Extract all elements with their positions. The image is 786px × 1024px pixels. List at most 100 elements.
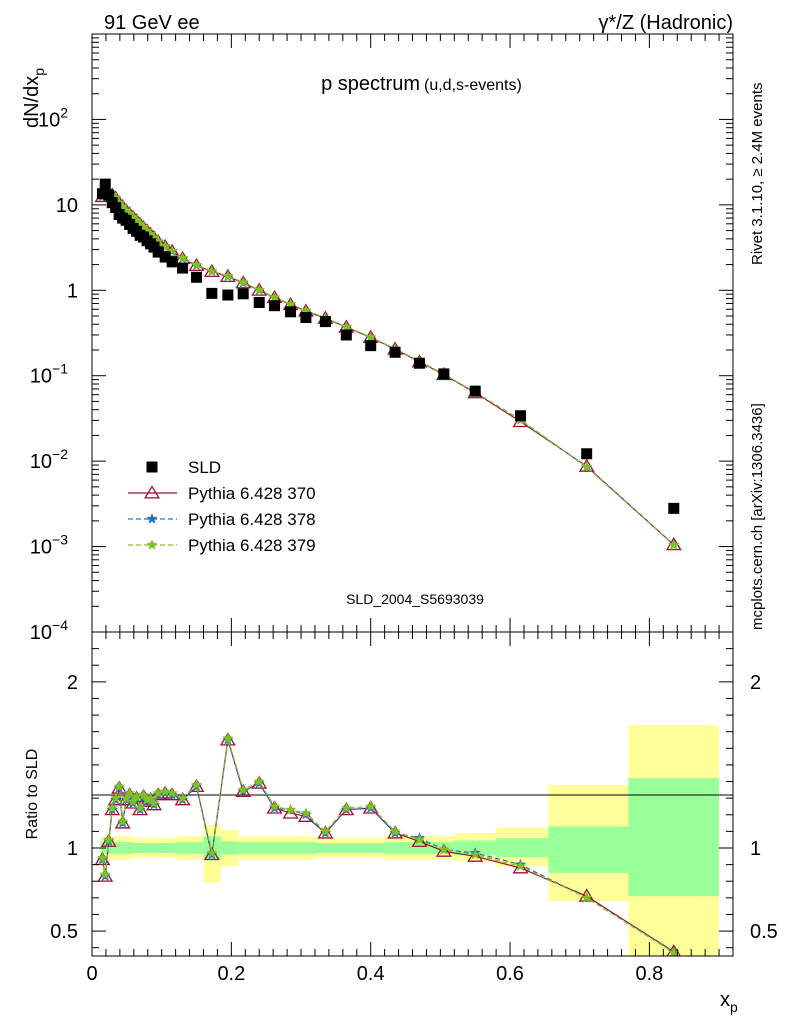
ratio-axes: 2 2 1 1 0.5 0.5 — [50, 632, 778, 956]
mcplots-label: mcplots.cern.ch [arXiv:1306.3436] — [749, 403, 766, 630]
data-point — [413, 357, 425, 369]
legend-marker — [146, 539, 158, 550]
y-tick-label: 10−3 — [30, 532, 68, 559]
ratio-point — [297, 808, 314, 822]
data-point — [340, 329, 352, 341]
ratio-point — [103, 833, 115, 845]
ratio-series-layer — [94, 732, 681, 956]
ratio-point — [99, 868, 111, 880]
data-point — [177, 262, 189, 274]
ratio-band-inner — [238, 842, 315, 854]
ratio-point — [166, 787, 178, 798]
ratio-point — [253, 775, 265, 787]
series-line — [101, 189, 675, 546]
ratio-uncertainty-bands — [100, 725, 720, 956]
legend-marker — [146, 513, 158, 524]
legend-label: Pythia 6.428 378 — [188, 510, 316, 529]
data-point — [285, 306, 297, 318]
data-point — [206, 265, 218, 276]
legend-label: SLD — [188, 458, 221, 477]
data-point — [581, 448, 593, 460]
ratio-point — [131, 790, 143, 802]
ratio-point — [389, 825, 401, 837]
ratio-point — [319, 825, 331, 837]
ratio-point — [285, 804, 297, 815]
data-point — [269, 300, 281, 312]
data-point — [389, 346, 401, 358]
data-point — [469, 385, 481, 397]
chart-title: p spectrum — [321, 73, 420, 95]
ratio-tick-label-left: 2 — [67, 672, 78, 694]
ratio-point — [269, 800, 281, 812]
ratio-point — [110, 792, 122, 803]
svg-text:dN/dxp: dN/dxp — [21, 68, 47, 128]
ratio-point — [438, 843, 450, 855]
x-axis-label-sub: p — [730, 999, 738, 1015]
ratio-tick-label-right: 2 — [750, 672, 761, 694]
ratio-point — [578, 888, 595, 902]
data-point — [269, 291, 281, 302]
legend-label: Pythia 6.428 370 — [188, 484, 316, 503]
x-tick-label: 0.6 — [496, 963, 524, 985]
data-point — [237, 276, 249, 287]
ratio-point — [113, 780, 125, 792]
data-point — [237, 288, 249, 300]
data-point — [191, 259, 203, 270]
y-tick-label: 10 — [56, 195, 78, 217]
data-point — [159, 240, 171, 251]
ratio-band-inner — [100, 842, 134, 854]
ratio-band-inner — [175, 842, 204, 854]
data-point — [668, 502, 680, 514]
ratio-band-inner — [133, 843, 176, 853]
x-axis-label-main: x — [720, 989, 730, 1011]
data-point — [159, 251, 171, 263]
chart-subtitle: (u,d,s-events) — [424, 77, 522, 94]
ratio-point — [177, 792, 189, 803]
data-point — [253, 284, 265, 295]
legend-marker — [146, 461, 158, 473]
ratio-point — [413, 833, 425, 845]
main-series-layer — [94, 178, 682, 551]
ratio-point — [222, 732, 234, 744]
data-point — [438, 368, 450, 380]
data-point — [103, 189, 115, 201]
y-axis-label-sub: p — [31, 68, 47, 76]
legend-label: Pythia 6.428 379 — [188, 536, 316, 555]
data-point — [514, 410, 526, 422]
ratio-point — [191, 779, 203, 790]
ratio-point — [206, 847, 218, 858]
data-point — [222, 270, 234, 281]
header-left-title: 91 GeV ee — [104, 12, 200, 34]
ratio-tick-label-left: 1 — [67, 838, 78, 860]
ratio-point — [411, 833, 428, 847]
ratio-point — [120, 792, 132, 803]
ratio-y-axis-label: Ratio to SLD — [24, 749, 41, 840]
x-tick-label: 0.2 — [217, 963, 245, 985]
data-point — [99, 178, 111, 190]
ratio-series-2 — [96, 732, 680, 956]
ratio-point — [514, 860, 526, 871]
x-tick-label: 0.4 — [357, 963, 385, 985]
ratio-point — [365, 800, 377, 812]
ratio-tick-label-left: 0.5 — [50, 921, 78, 943]
data-point — [319, 316, 331, 328]
series-1 — [94, 183, 682, 551]
x-tick-label: 0 — [86, 963, 97, 985]
data-point — [365, 340, 377, 352]
x-axis-label: xp — [720, 989, 738, 1015]
y-tick-label: 10−1 — [30, 361, 68, 388]
data-point — [206, 287, 218, 299]
ratio-point — [467, 848, 484, 862]
data-point — [300, 312, 312, 324]
data-point — [166, 256, 178, 268]
y-axis-label-main: dN/dx — [21, 76, 43, 128]
ratio-point — [581, 891, 593, 903]
ratio-point — [469, 848, 481, 860]
ratio-point — [96, 852, 108, 863]
ratio-tick-label-right: 1 — [750, 838, 761, 860]
data-point — [152, 246, 164, 258]
ratio-point — [159, 785, 171, 797]
series-3 — [96, 184, 680, 550]
ratio-point — [512, 860, 529, 874]
data-point — [581, 460, 593, 472]
